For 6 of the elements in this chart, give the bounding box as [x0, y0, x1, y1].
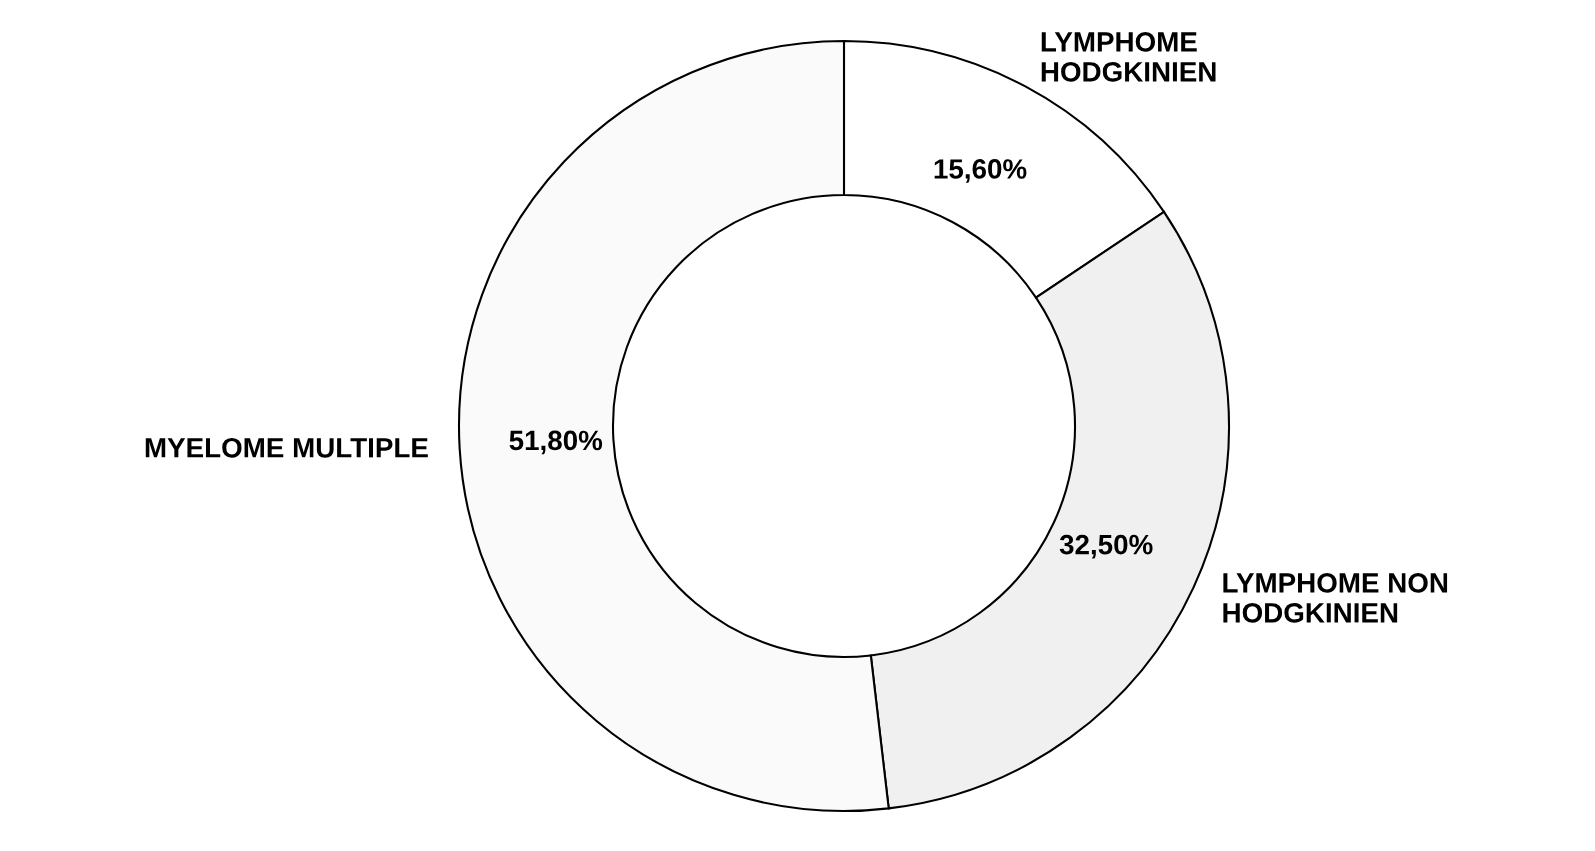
data-label: 15,60%	[934, 159, 1027, 183]
slice-label: LYMPHOME NON HODGKINIEN	[1223, 573, 1448, 623]
slice-label: MYELOME MULTIPLE	[145, 437, 428, 458]
data-label: 32,50%	[1059, 534, 1153, 559]
data-label: 51,80%	[509, 430, 603, 455]
slice-label: LYMPHOME HODGKINIEN	[1041, 32, 1216, 82]
